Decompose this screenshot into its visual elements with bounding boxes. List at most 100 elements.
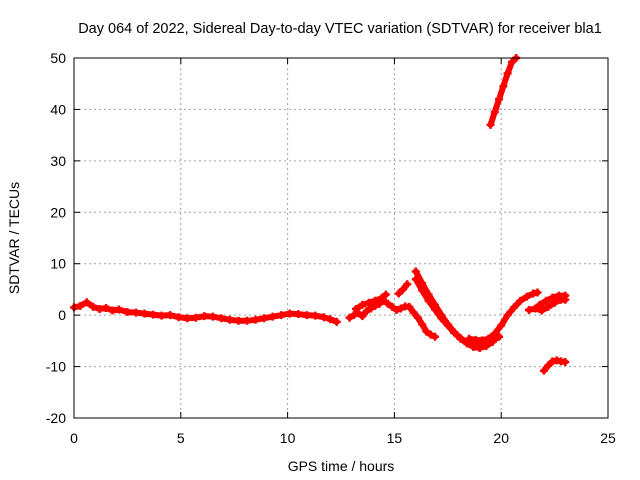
- data-point: [422, 327, 431, 336]
- data-point: [535, 300, 544, 309]
- y-tick-label: -10: [46, 359, 66, 375]
- data-point: [114, 305, 123, 314]
- data-point: [381, 290, 390, 299]
- data-point: [243, 316, 252, 325]
- data-point: [200, 312, 209, 321]
- data-trace: [71, 299, 340, 325]
- plot-frame: [73, 57, 609, 419]
- x-axis-label: GPS time / hours: [288, 458, 395, 474]
- data-point: [495, 95, 504, 104]
- series-track-c: [351, 290, 390, 313]
- data-point: [396, 304, 405, 313]
- y-tick-label: 20: [50, 204, 66, 220]
- data-point: [533, 288, 542, 297]
- data-point: [503, 311, 512, 320]
- x-tick-labels: 0 5 10 15 20 25: [70, 430, 616, 446]
- data-point: [191, 313, 200, 322]
- data-point: [539, 366, 548, 375]
- data-point: [102, 303, 111, 312]
- data-point: [561, 357, 570, 366]
- data-point: [413, 313, 422, 322]
- data-point: [424, 296, 433, 305]
- data-point: [166, 311, 175, 320]
- data-points: [70, 54, 570, 375]
- data-point: [277, 311, 286, 320]
- y-tick-label: 40: [50, 101, 66, 117]
- data-point: [398, 285, 407, 294]
- data-point: [456, 334, 465, 343]
- axis-ticks: [73, 57, 609, 419]
- data-point: [319, 313, 328, 322]
- data-point: [326, 315, 335, 324]
- data-point: [484, 334, 493, 343]
- data-point: [437, 314, 446, 323]
- data-point: [490, 329, 499, 338]
- data-point: [234, 316, 243, 325]
- x-tick-label: 5: [177, 430, 185, 446]
- data-point: [260, 314, 269, 323]
- data-point: [149, 310, 158, 319]
- data-point: [403, 280, 412, 289]
- data-point: [488, 337, 497, 346]
- data-point: [486, 120, 495, 129]
- data-point: [183, 314, 192, 323]
- data-point: [311, 311, 320, 320]
- grid-lines: [74, 58, 608, 418]
- data-point: [450, 328, 459, 337]
- data-point: [544, 302, 553, 311]
- data-point: [302, 311, 311, 320]
- y-axis-label: SDTVAR / TECUs: [6, 182, 22, 294]
- data-point: [349, 311, 358, 320]
- y-tick-label: 0: [58, 307, 66, 323]
- data-point: [225, 315, 234, 324]
- series-track-f: [411, 275, 497, 353]
- series-track-g: [465, 288, 542, 345]
- data-point: [157, 311, 166, 320]
- data-point: [503, 69, 512, 78]
- data-point: [482, 342, 491, 350]
- data-point: [411, 275, 420, 284]
- data-point: [294, 310, 303, 319]
- data-point: [362, 307, 371, 316]
- y-tick-label: 50: [50, 50, 66, 66]
- data-point: [522, 292, 531, 301]
- data-point: [394, 289, 403, 298]
- data-point: [531, 304, 540, 313]
- data-point: [542, 296, 551, 305]
- data-point: [76, 301, 85, 310]
- series-track-h: [524, 295, 570, 315]
- data-point: [477, 336, 486, 345]
- data-point: [371, 296, 380, 305]
- data-point: [285, 309, 294, 318]
- data-point: [89, 302, 98, 311]
- data-point: [550, 298, 559, 307]
- data-point: [499, 82, 508, 91]
- y-tick-label: 30: [50, 153, 66, 169]
- data-point: [392, 306, 401, 314]
- data-point: [430, 332, 439, 341]
- y-tick-label: -20: [46, 410, 66, 426]
- data-point: [411, 267, 420, 276]
- x-tick-label: 0: [70, 430, 78, 446]
- data-point: [251, 315, 260, 324]
- data-point: [82, 298, 91, 307]
- data-point: [548, 293, 557, 302]
- data-point: [208, 312, 217, 321]
- data-point: [268, 312, 277, 321]
- data-point: [495, 332, 504, 341]
- series-track-k: [539, 356, 570, 375]
- data-point: [443, 321, 452, 330]
- data-point: [544, 361, 553, 370]
- data-point: [131, 308, 140, 317]
- data-point: [418, 286, 427, 295]
- data-point: [174, 313, 183, 322]
- chart-title: Day 064 of 2022, Sidereal Day-to-day VTE…: [78, 21, 602, 37]
- data-point: [405, 302, 414, 311]
- data-point: [366, 304, 375, 313]
- data-point: [123, 308, 132, 317]
- data-point: [388, 302, 397, 311]
- data-point: [140, 309, 149, 318]
- data-point: [345, 313, 354, 322]
- data-point: [351, 304, 360, 313]
